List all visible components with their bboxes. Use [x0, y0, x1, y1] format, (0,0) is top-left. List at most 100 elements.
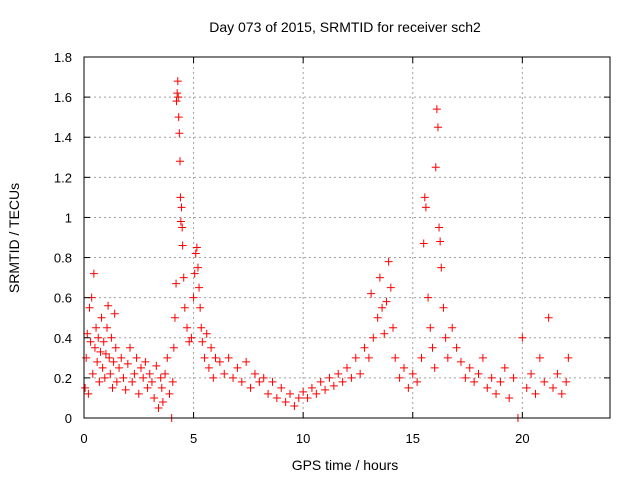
data-point [347, 373, 356, 382]
data-point [268, 377, 277, 386]
data-point [237, 377, 246, 386]
data-point [195, 283, 204, 292]
data-point [117, 353, 126, 362]
data-point [250, 369, 259, 378]
y-tick-label: 0.4 [54, 331, 72, 346]
data-point [356, 369, 365, 378]
data-point [259, 373, 268, 382]
data-point [432, 105, 441, 114]
data-point [299, 387, 308, 396]
data-point [173, 77, 182, 86]
data-point [108, 383, 117, 392]
data-point [391, 353, 400, 362]
plot-frame [83, 56, 611, 419]
data-point [229, 373, 238, 382]
data-point [84, 389, 93, 398]
data-point [111, 343, 120, 352]
data-point [441, 333, 450, 342]
data-point [386, 283, 395, 292]
data-point [190, 269, 199, 278]
data-point [209, 373, 218, 382]
data-point [178, 241, 187, 250]
data-point [373, 313, 382, 322]
x-tick-label: 5 [190, 431, 197, 446]
data-point [474, 369, 483, 378]
y-tick-label: 0.2 [54, 371, 72, 386]
data-point [478, 353, 487, 362]
data-point [100, 373, 109, 382]
data-point [492, 389, 501, 398]
x-axis-label: GPS time / hours [292, 457, 399, 473]
data-point [312, 389, 321, 398]
y-tick-label: 0.6 [54, 291, 72, 306]
data-point [470, 377, 479, 386]
data-point [413, 377, 422, 386]
data-point [185, 337, 194, 346]
x-axis: 0 5 10 15 20 [80, 57, 530, 446]
data-point [173, 89, 182, 98]
data-point [487, 373, 496, 382]
data-point [183, 323, 192, 332]
data-point [465, 363, 474, 372]
data-point [395, 373, 404, 382]
data-point [360, 343, 369, 352]
data-point [367, 289, 376, 298]
data-point [115, 363, 124, 372]
data-point [90, 343, 99, 352]
data-point [428, 343, 437, 352]
data-point [93, 357, 102, 366]
data-point [99, 337, 108, 346]
y-tick-label: 1.8 [54, 50, 72, 65]
data-point [421, 203, 430, 212]
data-point [126, 343, 135, 352]
y-tick-label: 0.8 [54, 251, 72, 266]
data-point [105, 353, 114, 362]
y-tick-label: 1 [65, 210, 72, 225]
data-point [375, 273, 384, 282]
data-point [436, 237, 445, 246]
data-point [382, 297, 391, 306]
y-tick-label: 1.6 [54, 90, 72, 105]
data-point [177, 203, 186, 212]
data-point [224, 353, 233, 362]
data-point [154, 403, 163, 412]
data-point [426, 323, 435, 332]
data-point [123, 359, 132, 368]
data-point [197, 323, 206, 332]
data-point [351, 353, 360, 362]
data-point [96, 347, 105, 356]
data-point [321, 385, 330, 394]
data-point [101, 349, 110, 358]
data-point [272, 393, 281, 402]
scatter-points [81, 77, 573, 422]
data-point [505, 393, 514, 402]
data-point [562, 377, 571, 386]
data-point [187, 333, 196, 342]
data-point [215, 357, 224, 366]
data-point [169, 343, 178, 352]
data-point [535, 353, 544, 362]
data-point [161, 369, 170, 378]
data-point [81, 383, 90, 392]
data-point [544, 313, 553, 322]
data-point [92, 323, 101, 332]
x-tick-label: 20 [515, 431, 529, 446]
data-point [325, 373, 334, 382]
data-point [121, 385, 130, 394]
data-point [437, 263, 446, 272]
data-point [192, 243, 201, 252]
data-point [233, 363, 242, 372]
data-point [540, 377, 549, 386]
data-point [104, 301, 113, 310]
data-point [119, 373, 128, 382]
data-point [452, 343, 461, 352]
data-point [496, 377, 505, 386]
data-point [281, 397, 290, 406]
data-point [83, 329, 92, 338]
data-point [242, 357, 251, 366]
data-point [509, 373, 518, 382]
data-point [139, 373, 148, 382]
data-point [178, 223, 187, 232]
data-point [157, 383, 166, 392]
